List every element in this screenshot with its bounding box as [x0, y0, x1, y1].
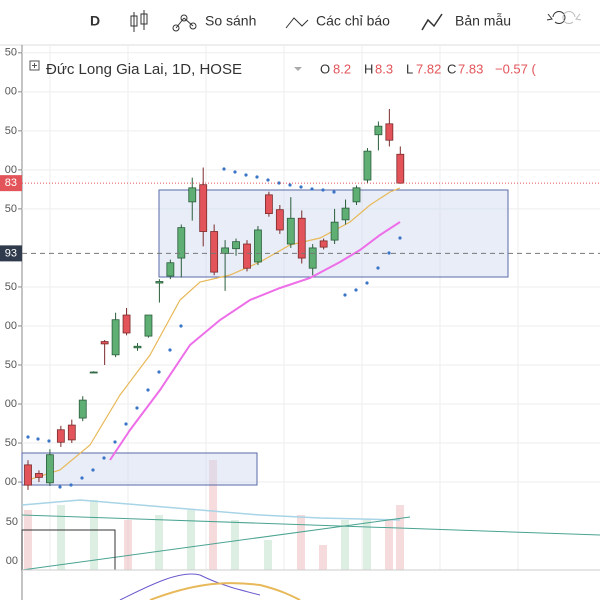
y-tick-label: 00 [5, 164, 17, 176]
legend-toggle-plus [32, 63, 37, 68]
y-tick-label: 00 [5, 86, 17, 98]
oscillator-signal [149, 582, 301, 601]
compare-button[interactable]: So sánh [205, 13, 256, 29]
crosshair-label: 93 [5, 247, 17, 259]
candle-body [396, 153, 405, 184]
y-tick-label: 50 [5, 125, 17, 137]
candle-body [199, 184, 208, 232]
candle-body [352, 187, 361, 203]
candle-body [35, 473, 43, 478]
volume-axis-label: 00 [6, 555, 18, 567]
legend-c-label: C [447, 61, 456, 76]
candle-body [385, 123, 394, 141]
candle-body [144, 314, 153, 337]
legend-toggle[interactable] [29, 60, 40, 71]
vertical-grid [49, 45, 519, 570]
compare-icon[interactable] [172, 14, 197, 32]
y-tick-label: 50 [5, 47, 17, 59]
candle-body [363, 150, 372, 181]
candle-body [319, 240, 328, 248]
volume-axis-label: 50 [6, 516, 18, 528]
indicators-button[interactable]: Các chỉ báo [316, 13, 390, 29]
sar-dots [26, 167, 402, 489]
candles [24, 108, 405, 490]
trend-line [21, 516, 411, 571]
candle-body [264, 194, 273, 214]
legend-o-label: O [320, 61, 330, 76]
y-tick-label: 00 [5, 320, 17, 332]
candle-body [308, 247, 317, 269]
y-tick-label: 50 [5, 359, 17, 371]
chart-type-icon[interactable] [130, 10, 148, 32]
legend-h: 8.3 [375, 61, 393, 76]
crosshair-badge [0, 245, 22, 262]
candle-body [188, 187, 197, 203]
candle-body [89, 371, 98, 374]
redo-icon [562, 11, 582, 24]
candle-body [67, 424, 76, 441]
candle-body [155, 281, 164, 284]
legend-change: −0.57 ( [495, 61, 537, 76]
undo-icon[interactable] [546, 11, 566, 24]
candle-body [56, 429, 65, 443]
candle-body [111, 319, 120, 356]
volume-bars [24, 460, 404, 570]
candle-body [297, 217, 306, 259]
candle-body [243, 243, 251, 269]
y-tick-label: 50 [5, 203, 17, 215]
legend-c: 7.83 [458, 61, 483, 76]
candle-body [275, 209, 284, 231]
ma-fast [27, 187, 401, 481]
candle-body [330, 221, 339, 241]
ma-slow [109, 221, 401, 461]
last-price-badge [0, 175, 22, 192]
legend-l: 7.82 [416, 61, 441, 76]
candle-body [210, 231, 219, 273]
candle-body [46, 454, 54, 484]
indicators-icon[interactable] [285, 17, 309, 29]
candle-body [78, 399, 87, 419]
candle-body [254, 229, 262, 263]
last-price-label: 83 [5, 177, 17, 189]
templates-button[interactable]: Bản mẫu [455, 13, 511, 29]
symbol-title: Đức Long Gia Lai, 1D, HOSE [46, 61, 242, 78]
oscillator-line [119, 573, 261, 601]
candle-body [232, 241, 240, 250]
candle-body [374, 125, 383, 136]
y-tick-label: 50 [5, 281, 17, 293]
toolbar [0, 0, 600, 45]
candle-body [100, 341, 109, 345]
candle-body [133, 345, 142, 349]
y-tick-label: 50 [5, 437, 17, 449]
legend-l-label: L [406, 61, 413, 76]
symbol-menu-arrow[interactable] [294, 67, 302, 71]
candle-body [122, 314, 131, 334]
candle-body [221, 247, 230, 254]
candle-body [24, 464, 32, 486]
legend-o: 8.2 [333, 61, 351, 76]
y-tick-label: 00 [5, 476, 17, 488]
candle-body [177, 227, 186, 259]
zone-rectangle [21, 452, 258, 486]
candle-body [341, 207, 350, 221]
y-tick-label: 00 [5, 398, 17, 410]
templates-icon[interactable] [421, 13, 443, 31]
interval-button[interactable]: D [90, 13, 100, 29]
trend-line [21, 514, 600, 536]
legend-h-label: H [364, 61, 373, 76]
candle-body [166, 262, 175, 277]
candle-body [286, 217, 295, 245]
volume-ma [21, 499, 401, 521]
